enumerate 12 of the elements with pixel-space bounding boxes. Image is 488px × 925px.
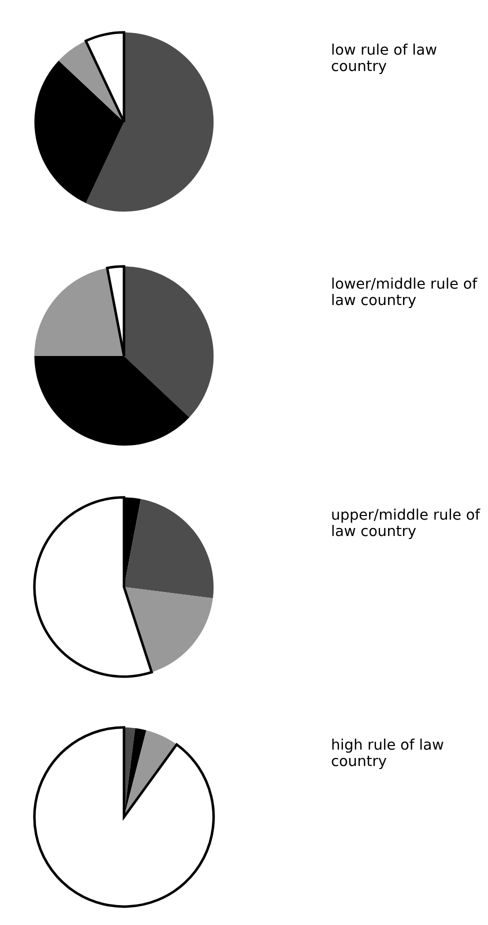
pie-slice [124, 498, 214, 598]
pie-slice [34, 268, 124, 356]
pie-slice [86, 32, 214, 212]
pie-slice [33, 726, 215, 908]
pie-slice [58, 40, 124, 122]
text: upper/middle rule of law country [332, 508, 480, 540]
text: high rule of law country [332, 738, 444, 770]
text: low rule of law country [332, 44, 436, 74]
text: lower/middle rule of law country [332, 278, 478, 308]
pie-slice [124, 266, 214, 418]
pie-slice [124, 587, 213, 672]
pie-slice [33, 496, 153, 678]
